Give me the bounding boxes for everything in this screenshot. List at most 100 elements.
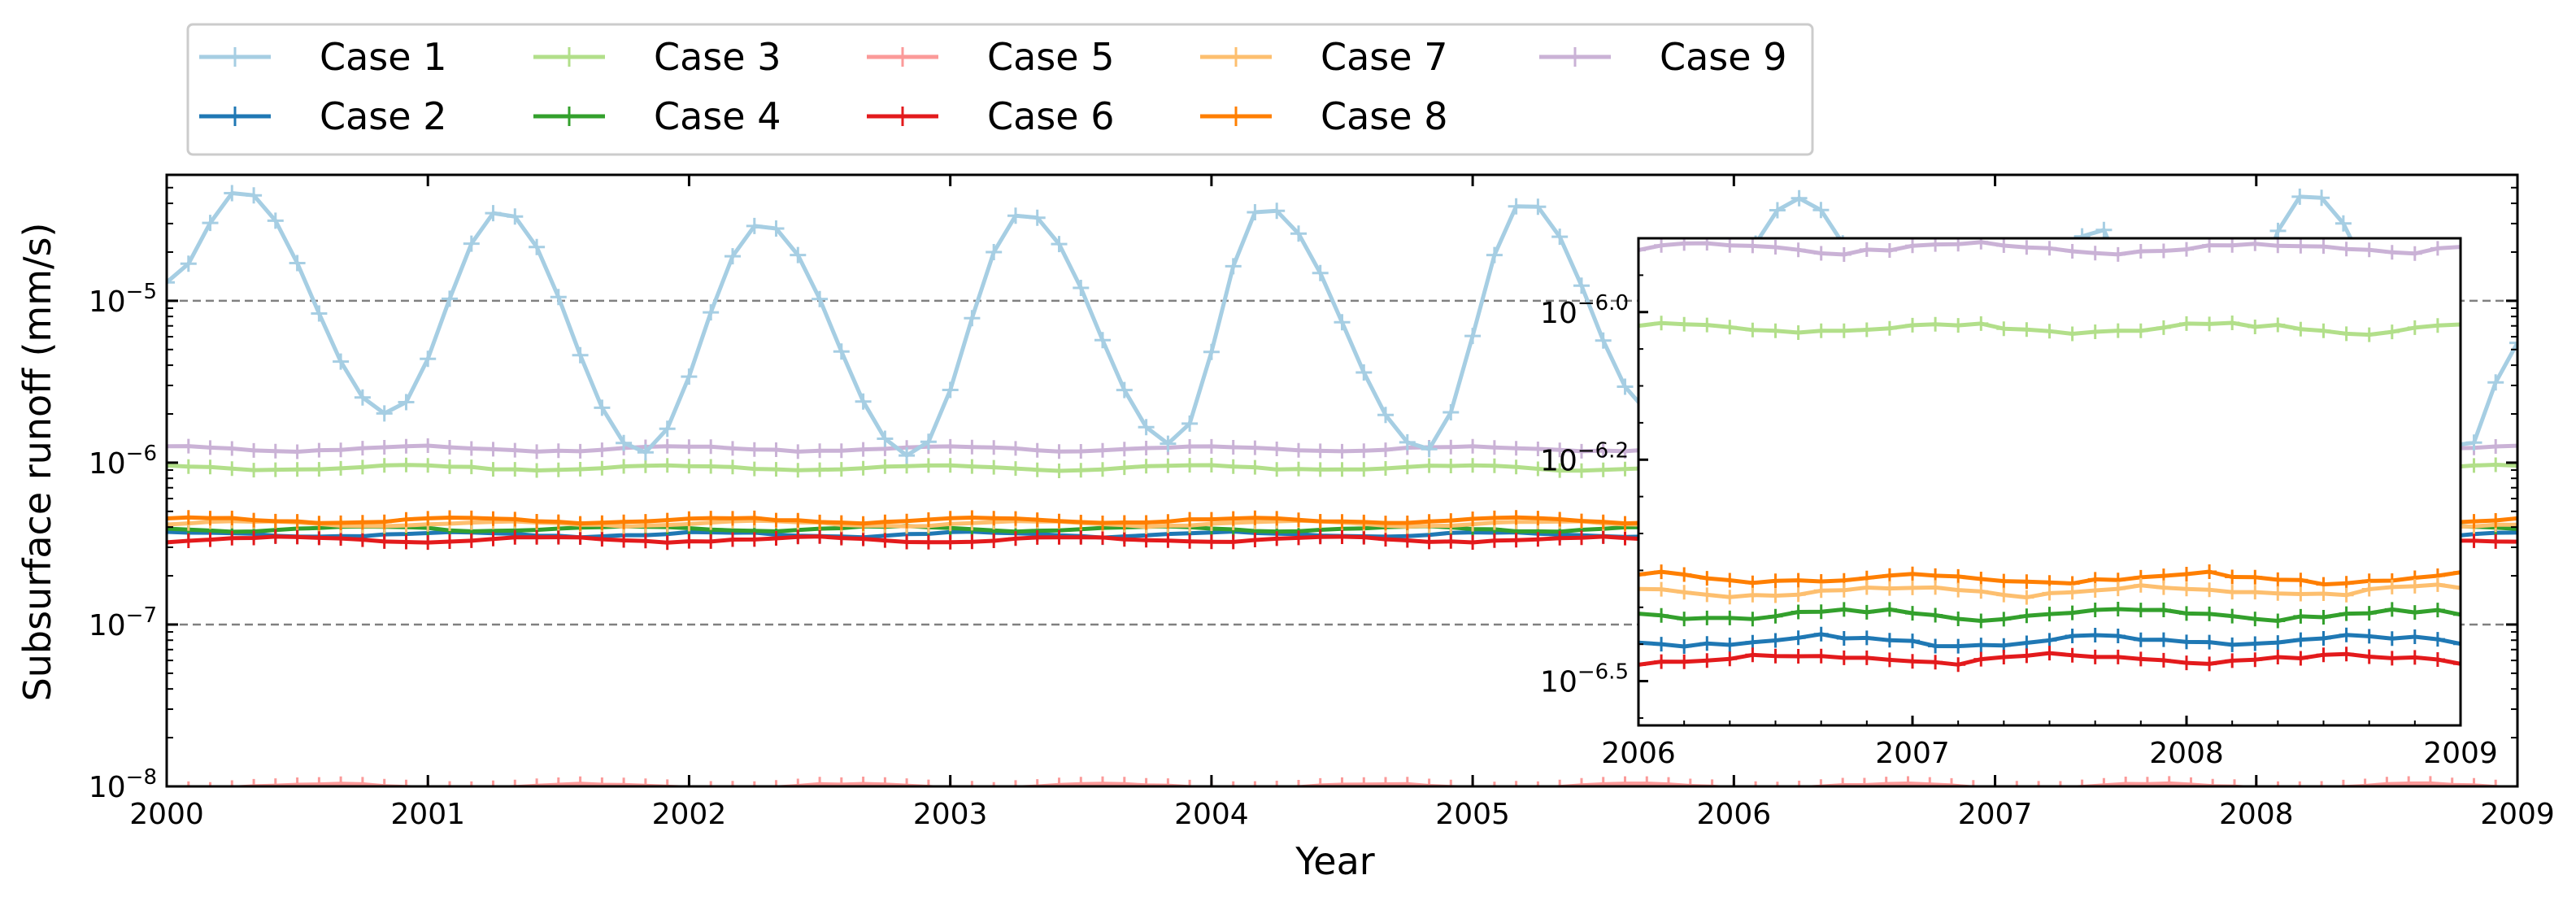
series-marker [2407,605,2422,620]
series-marker [1791,604,1806,620]
series-marker [2247,652,2263,668]
series-marker [725,532,740,547]
series-marker [2510,517,2517,533]
series-marker [1973,572,1989,586]
series-marker [1882,652,1897,668]
series-marker [2384,579,2400,594]
series-marker [1225,534,1241,550]
series-marker [2361,581,2377,597]
series-marker [167,274,175,291]
series-marker [1291,442,1306,458]
series-marker [2293,651,2308,666]
series-marker [2202,564,2217,579]
series-marker [1654,316,1669,331]
series-marker [2118,777,2134,786]
series-marker [2156,632,2171,647]
series-marker [2225,608,2240,624]
series-marker [2074,779,2090,786]
series-marker [2407,578,2422,594]
series-marker [2042,324,2057,339]
series-marker [746,461,762,477]
series-marker [1654,654,1669,669]
series-marker [2316,586,2331,601]
series-marker [1638,581,1646,597]
series-marker [2339,242,2354,257]
series-marker [2133,323,2148,338]
series-marker [1095,442,1110,458]
series-marker [1465,535,1481,550]
series-marker [1225,258,1242,275]
series-marker [768,442,784,457]
series-marker [1722,320,1738,335]
series-marker [768,220,785,237]
series-marker [1094,332,1111,349]
series-marker [1859,580,1874,595]
series-marker [2042,633,2057,648]
series-marker [376,440,392,455]
series-marker [1768,608,1783,624]
series-marker [1051,777,1067,786]
series-marker [2179,634,2194,650]
series-marker [1996,321,2012,337]
series-marker [311,530,327,546]
legend-marker [225,107,245,126]
series-marker [1334,529,1350,544]
series-marker [746,532,762,547]
series-marker [507,529,523,545]
series-marker [2277,781,2279,786]
series-marker [2156,243,2171,259]
series-marker [1160,435,1177,452]
series-marker [2361,629,2377,644]
series-marker [594,532,610,547]
series-marker [1951,657,1966,673]
series-marker [1905,580,1920,595]
series-marker [1073,463,1089,478]
series-marker [2247,612,2263,627]
series-marker [2019,240,2034,255]
series-marker [1138,459,1154,474]
series-marker [2156,580,2171,595]
series-marker [1552,512,1568,527]
series-marker [181,510,196,525]
series-marker [181,533,196,548]
series-marker [2087,603,2103,617]
series-marker [529,514,545,529]
series-marker [2065,647,2080,663]
series-marker [398,394,415,411]
series-marker [790,529,806,545]
series-marker [1008,780,1023,786]
series-marker [1813,648,1829,664]
x-tick-label: 2000 [129,798,204,831]
series-marker [812,443,828,459]
series-marker [507,208,524,225]
series-marker [1552,779,1568,786]
series-marker [681,439,697,455]
series-marker [1573,277,1590,294]
series-marker [2401,776,2417,786]
legend-label: Case 5 [987,35,1114,79]
series-marker [507,442,523,458]
series-marker [289,777,305,786]
series-marker [1617,378,1634,395]
series-marker [1356,443,1372,459]
series-marker [2065,585,2080,600]
series-marker [167,517,174,532]
series-marker [202,440,218,455]
series-marker [529,444,545,459]
series-marker [311,777,327,786]
series-marker [420,535,436,551]
series-marker [2019,648,2034,664]
series-marker [398,779,414,786]
series-marker [1051,464,1067,478]
series-marker [1574,530,1589,546]
series-marker [1421,534,1437,550]
series-marker [1595,514,1611,529]
series-marker [1181,415,1199,432]
series-marker [2488,779,2504,786]
series-marker [1290,225,1307,242]
series-marker [1116,777,1132,786]
series-marker [1051,444,1067,459]
series-marker [1356,777,1372,786]
series-marker [470,781,473,786]
series-marker [1754,781,1757,786]
